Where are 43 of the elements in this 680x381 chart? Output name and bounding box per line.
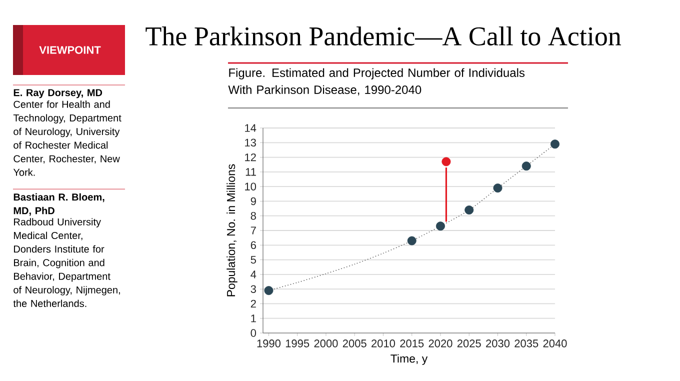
text: Radboud University Medical Center, Donders Institute for Brain, Cognition and Behavior, Department of Neurology, Nijmegen, the Netherlands. bbox=[13, 218, 120, 308]
point bbox=[464, 206, 474, 214]
y-axis-title: Population, No. in Millions bbox=[226, 164, 238, 296]
y-tick-label: 4 bbox=[250, 270, 256, 278]
x-tick-label: 1990 bbox=[257, 340, 281, 348]
text: E. Ray Dorsey, MD bbox=[14, 89, 102, 98]
point bbox=[436, 222, 445, 231]
y-tick-label: 1 bbox=[251, 314, 256, 322]
x-tick-label: 2005 bbox=[342, 340, 366, 348]
y-tick-label: 7 bbox=[250, 226, 256, 234]
point bbox=[522, 162, 531, 171]
y-tick-label: 9 bbox=[250, 197, 256, 206]
x-axis-title: Time, y bbox=[390, 354, 428, 365]
x-tick-label: 2010 bbox=[372, 340, 396, 348]
text: Center for Health and Technology, Department of Neurology, University of Rochester Medical Center, Rochester, New York. bbox=[13, 100, 122, 176]
text: Bastiaan R. Bloem, MD, PhD bbox=[14, 193, 104, 216]
x-tick-label: 2035 bbox=[514, 340, 538, 348]
x-tick-label: 2000 bbox=[314, 340, 338, 348]
y-tick-label: 12 bbox=[245, 153, 256, 162]
x-tick-label: 1995 bbox=[286, 340, 310, 348]
point bbox=[407, 236, 416, 246]
y-tick-label: 10 bbox=[245, 182, 256, 190]
x-tick-label: 2020 bbox=[428, 340, 452, 348]
text: VIEWPOINT bbox=[39, 46, 101, 54]
point bbox=[264, 286, 274, 296]
y-tick-label: 14 bbox=[245, 124, 256, 132]
point bbox=[442, 157, 451, 166]
y-tick-label: 2 bbox=[250, 300, 256, 308]
x-tick-label: 2015 bbox=[400, 340, 424, 348]
y-tick-label: 11 bbox=[246, 168, 256, 176]
chart-title: The Parkinson Pandemic—A Call to Action bbox=[146, 26, 622, 46]
y-tick-label: 13 bbox=[245, 138, 256, 147]
y-tick-label: 8 bbox=[250, 212, 256, 220]
y-tick-label: 3 bbox=[250, 285, 256, 293]
x-tick-label: 2040 bbox=[543, 340, 567, 348]
point bbox=[493, 184, 502, 193]
y-tick-label: 0 bbox=[250, 329, 256, 337]
x-tick-label: 2025 bbox=[457, 340, 481, 348]
point bbox=[550, 140, 560, 149]
chart-subtitle: Figure. Estimated and Projected Number of Individuals With Parkinson Disease, 1990-2040 bbox=[228, 68, 525, 96]
x-tick-label: 2030 bbox=[486, 340, 510, 348]
y-tick-label: 5 bbox=[250, 256, 256, 264]
y-tick-label: 6 bbox=[250, 241, 256, 250]
